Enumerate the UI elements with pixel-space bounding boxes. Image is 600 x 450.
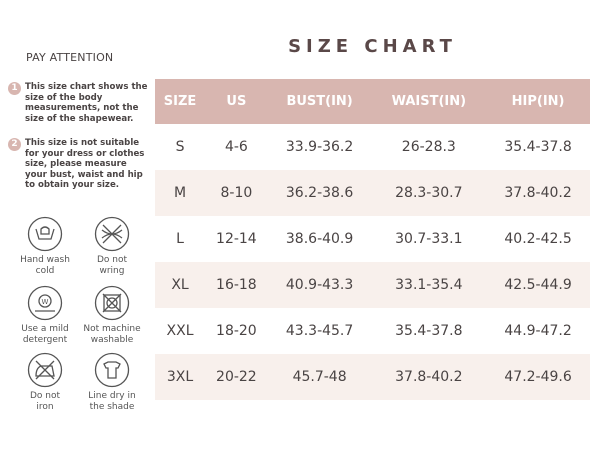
column-header: BUST(IN) [267,79,372,124]
note-1: 1 This size chart shows the size of the b… [8,82,148,124]
column-header: WAIST(IN) [371,79,487,124]
care-label: Do not [96,255,128,265]
care-label: Use a mild [21,324,69,334]
size-chart-table: SIZE US BUST(IN) WAIST(IN) HIP(IN) S 4-6 33.9-… [155,79,590,400]
table-cell: 12-14 [216,231,257,247]
table-cell: 35.4-37.8 [395,323,463,339]
care-instruction: Do not wring [80,216,144,277]
table-cell: 4-6 [224,139,248,155]
care-label: the shade [89,402,135,412]
table-cell: 20-22 [205,354,268,400]
table-cell: 8-10 [205,170,268,216]
table-cell: 26-28.3 [401,139,456,155]
table-cell: XL [155,262,206,308]
table-cell: XXL [166,323,194,339]
hand-wash-icon [27,216,63,252]
table-cell: 33.1-35.4 [371,262,487,308]
table-cell: S [175,139,185,155]
table-cell: 42.5-44.9 [486,262,590,308]
column-header: US [205,79,268,124]
table-cell: 35.4-37.8 [504,139,572,155]
care-label: washable [90,335,134,345]
table-row: L 12-14 38.6-40.9 30.7-33.1 40.2-42.5 [155,216,590,262]
svg-text:W: W [42,298,49,306]
care-label: Not machine [83,324,141,334]
care-instruction: Hand wash cold [13,216,77,277]
care-label: wring [99,266,125,276]
table-cell: 33.9-36.2 [285,139,354,155]
care-label: Hand wash [20,255,70,265]
note-2: 2 This size is not suitable for your dres… [8,138,150,191]
table-row: XL 16-18 40.9-43.3 33.1-35.4 42.5-44.9 [155,262,590,308]
table-row: XXL 18-20 43.3-45.7 35.4-37.8 44.9-47.2 [155,308,590,354]
table-cell: 3XL [155,354,206,400]
header-row: SIZE US BUST(IN) WAIST(IN) HIP(IN) [155,79,590,124]
table-cell: 16-18 [205,262,268,308]
care-instruction: Line dry in the shade [80,352,144,413]
pay-attention-heading: PAY ATTENTION [26,51,114,64]
table-cell: 28.3-30.7 [371,170,487,216]
care-label: cold [35,266,55,276]
table-cell: 45.7-48 [267,354,372,400]
mild-detergent-icon: W [27,285,63,321]
table-cell: 30.7-33.1 [395,231,463,247]
care-instruction: Do not iron [13,352,77,413]
table-cell: 18-20 [216,323,257,339]
column-header: HIP(IN) [486,79,590,124]
care-instruction: W Use a mild detergent [13,285,77,346]
table-cell: M [155,170,206,216]
table-cell: 44.9-47.2 [504,323,572,339]
no-wring-icon [94,216,130,252]
table-cell: 40.9-43.3 [267,262,372,308]
table-row: M 8-10 36.2-38.6 28.3-30.7 37.8-40.2 [155,170,590,216]
table-cell: 47.2-49.6 [486,354,590,400]
table-cell: L [176,231,184,247]
table-cell: 36.2-38.6 [267,170,372,216]
line-dry-shade-icon [94,352,130,388]
care-label: Line dry in [88,391,136,401]
care-label: detergent [22,335,68,345]
no-machine-wash-icon [94,285,130,321]
no-iron-icon [27,352,63,388]
table-cell: 43.3-45.7 [285,323,354,339]
table-cell: 38.6-40.9 [285,231,354,247]
table-cell: 40.2-42.5 [504,231,572,247]
table-row: S 4-6 33.9-36.2 26-28.3 35.4-37.8 [155,124,590,170]
care-label: Do not [29,391,61,401]
care-label: iron [36,402,54,412]
table-cell: 37.8-40.2 [486,170,590,216]
table-cell: 37.8-40.2 [371,354,487,400]
table-row: 3XL 20-22 45.7-48 37.8-40.2 47.2-49.6 [155,354,590,400]
care-instruction: Not machine washable [80,285,144,346]
page-title: SIZE CHART [288,36,457,57]
column-header: SIZE [155,79,206,124]
